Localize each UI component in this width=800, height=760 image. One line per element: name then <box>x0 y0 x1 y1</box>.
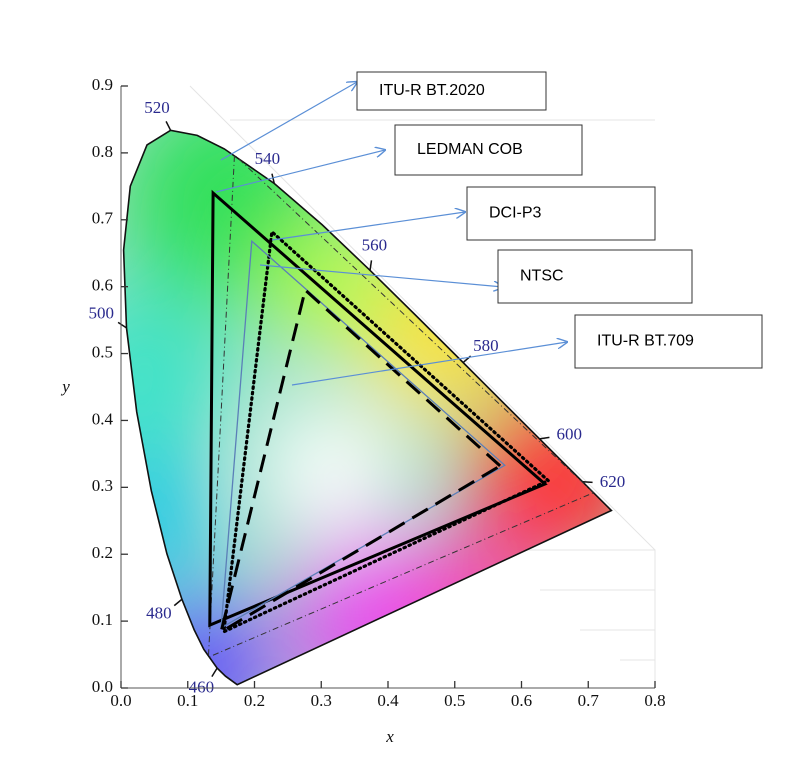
y-tick-label: 0.0 <box>92 677 113 696</box>
callout-label: DCI-P3 <box>489 205 542 222</box>
callout-label: ITU-R BT.709 <box>597 333 694 350</box>
x-tick-label: 0.7 <box>578 691 600 710</box>
gamut-triangle <box>218 287 503 635</box>
y-tick-label: 0.7 <box>92 209 114 228</box>
gamut-triangle <box>220 239 506 629</box>
color-fill <box>123 130 612 685</box>
wavelength-label: 520 <box>144 98 170 117</box>
wavelength-tick <box>271 173 275 184</box>
callout-label: ITU-R BT.2020 <box>379 82 485 99</box>
x-tick-label: 0.8 <box>644 691 665 710</box>
gamut-triangle <box>207 153 595 658</box>
x-axis-label: x <box>385 727 394 746</box>
wavelength-tick <box>539 436 550 440</box>
wavelength-tick <box>211 667 218 678</box>
wavelength-label: 460 <box>189 677 215 696</box>
y-tick-label: 0.1 <box>92 610 113 629</box>
callout-box <box>574 314 763 369</box>
y-tick-label: 0.2 <box>92 543 113 562</box>
y-tick-label: 0.3 <box>92 476 113 495</box>
callout-box <box>394 124 583 176</box>
x-tick-label: 0.2 <box>244 691 265 710</box>
callout-box <box>356 71 547 111</box>
callout-label: NTSC <box>520 268 564 285</box>
callout-box <box>497 249 693 304</box>
wavelength-label: 480 <box>146 603 172 622</box>
y-axis-label: y <box>60 377 70 396</box>
wavelength-tick <box>173 598 183 607</box>
callout-arrow <box>271 212 465 241</box>
wavelength-tick <box>165 121 172 131</box>
callout-arrow <box>215 150 385 193</box>
wavelength-label: 500 <box>89 304 115 323</box>
wavelength-tick <box>369 260 373 271</box>
callout-box <box>466 186 656 241</box>
background-grid <box>189 85 656 688</box>
wavelength-label: 540 <box>255 149 281 168</box>
x-tick-label: 0.0 <box>110 691 131 710</box>
wavelength-tick <box>117 321 127 329</box>
spectral-locus <box>122 129 613 686</box>
y-tick-label: 0.5 <box>92 342 113 361</box>
callout-arrow <box>220 82 357 161</box>
callout-arrow <box>291 342 567 386</box>
wavelength-label: 580 <box>473 336 499 355</box>
gamut-triangle <box>221 228 552 635</box>
y-tick-label: 0.6 <box>92 276 113 295</box>
wavelength-label: 560 <box>362 235 388 254</box>
wavelength-label: 620 <box>600 472 626 491</box>
callout-arrow <box>259 264 503 287</box>
x-tick-label: 0.4 <box>377 691 399 710</box>
callout-label: LEDMAN COB <box>417 141 523 158</box>
y-tick-label: 0.4 <box>92 409 114 428</box>
wavelength-tick <box>582 481 593 484</box>
y-tick-label: 0.8 <box>92 142 113 161</box>
y-tick-label: 0.9 <box>92 75 113 94</box>
wavelength-label: 600 <box>556 424 582 443</box>
plot-area: 460 480 500 520 540 560 580 600 620 ITU-R BT.2020… <box>89 71 763 710</box>
x-tick-label: 0.3 <box>311 691 332 710</box>
gamut-triangle <box>208 189 548 628</box>
x-tick-label: 0.6 <box>511 691 532 710</box>
x-tick-label: 0.5 <box>444 691 465 710</box>
x-tick-label: 0.1 <box>177 691 198 710</box>
